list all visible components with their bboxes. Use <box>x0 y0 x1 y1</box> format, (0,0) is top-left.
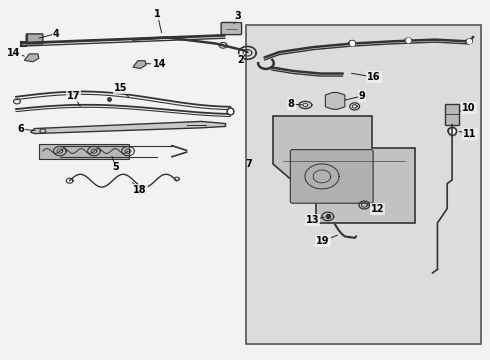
FancyBboxPatch shape <box>246 24 481 344</box>
Text: 14: 14 <box>7 48 20 58</box>
Text: 4: 4 <box>52 28 59 39</box>
FancyBboxPatch shape <box>445 104 459 125</box>
Text: 12: 12 <box>371 203 384 213</box>
Polygon shape <box>133 61 146 68</box>
Text: 15: 15 <box>114 83 127 93</box>
Polygon shape <box>299 102 312 109</box>
Text: 2: 2 <box>237 55 244 65</box>
Polygon shape <box>325 93 345 109</box>
Text: 14: 14 <box>153 59 167 69</box>
FancyBboxPatch shape <box>221 22 242 35</box>
FancyBboxPatch shape <box>39 144 129 158</box>
Text: 16: 16 <box>368 72 381 82</box>
Text: 17: 17 <box>67 91 80 101</box>
Text: 19: 19 <box>316 236 330 246</box>
Text: 10: 10 <box>463 103 476 113</box>
Text: 18: 18 <box>133 185 147 195</box>
Text: 7: 7 <box>245 159 252 169</box>
FancyBboxPatch shape <box>26 34 43 44</box>
FancyBboxPatch shape <box>290 150 373 203</box>
Text: 5: 5 <box>113 162 119 172</box>
Text: 9: 9 <box>359 91 366 101</box>
Polygon shape <box>24 54 39 62</box>
Text: 8: 8 <box>288 99 294 109</box>
Polygon shape <box>30 121 225 134</box>
Polygon shape <box>273 116 415 223</box>
Text: 1: 1 <box>154 9 161 19</box>
Text: 13: 13 <box>305 215 319 225</box>
Text: 3: 3 <box>234 12 241 21</box>
Text: 6: 6 <box>18 124 24 134</box>
Text: 11: 11 <box>464 129 477 139</box>
